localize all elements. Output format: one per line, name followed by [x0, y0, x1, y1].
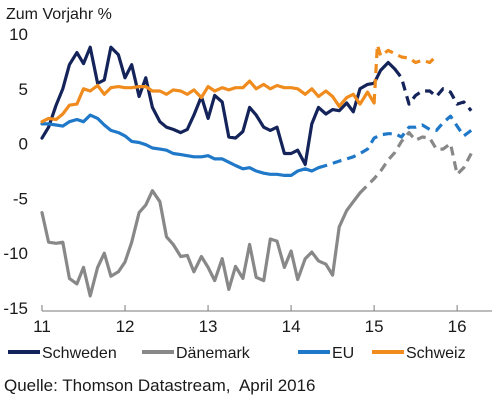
- legend-label-schweiz: Schweiz: [406, 345, 466, 362]
- legend-label-eu: EU: [332, 345, 354, 362]
- series-line-schweiz: [40, 79, 376, 124]
- x-tick-label: 12: [116, 317, 135, 336]
- y-tick-label: 5: [19, 80, 28, 99]
- y-tick-label: 10: [9, 25, 28, 44]
- y-axis-label: Zum Vorjahr %: [6, 6, 112, 23]
- series-line-daenemark-prognose: [358, 131, 473, 195]
- x-tick-label: 14: [282, 317, 301, 336]
- x-tick-label: 15: [365, 317, 384, 336]
- legend-label-schweden: Schweden: [42, 345, 117, 362]
- x-tick-label: 11: [33, 317, 51, 336]
- series-line-eu: [40, 113, 321, 177]
- series-line-eu-prognose: [318, 114, 473, 170]
- series-line-daenemark: [40, 189, 362, 298]
- y-tick-label: -10: [3, 244, 28, 263]
- legend-label-daenemark: Dänemark: [176, 345, 251, 362]
- series-line-schweden-prognose: [393, 68, 473, 112]
- x-tick-label: 13: [199, 317, 218, 336]
- y-tick-label: -15: [3, 299, 28, 318]
- y-tick-label: 0: [19, 135, 28, 154]
- y-tick-label: -5: [13, 189, 28, 208]
- series-line-schweden: [40, 45, 397, 166]
- series-line-schweiz-prognose: [372, 43, 438, 104]
- source-note: Quelle: Thomson Datastream, April 2016: [4, 376, 316, 395]
- x-tick-label: 16: [448, 317, 467, 336]
